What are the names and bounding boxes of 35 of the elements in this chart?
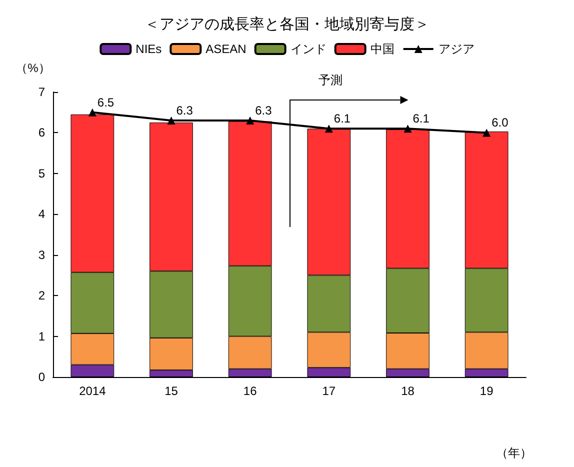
- data-label: 6.1: [412, 112, 430, 126]
- y-tick-label: 5: [38, 166, 46, 180]
- legend-label: インド: [290, 42, 326, 56]
- legend-label: ASEAN: [206, 42, 246, 56]
- y-tick-label: 2: [38, 288, 46, 303]
- legend-label: アジア: [438, 42, 474, 56]
- point: [246, 116, 254, 124]
- x-tick-label: 16: [243, 384, 258, 398]
- x-axis-title: （年）: [496, 446, 532, 460]
- point: [167, 116, 176, 124]
- data-label: 6.0: [492, 116, 509, 130]
- legend-label: NIEs: [136, 42, 162, 56]
- data-label: 6.3: [176, 104, 194, 118]
- x-tick-label: 15: [164, 384, 178, 398]
- data-label: 6.5: [97, 95, 114, 110]
- point: [88, 108, 96, 116]
- x-tick-label: 19: [480, 384, 494, 398]
- point: [482, 128, 491, 137]
- y-tick-label: 7: [38, 85, 46, 99]
- x-tick-label: 2014: [79, 384, 106, 398]
- text: 予測: [318, 73, 343, 87]
- y-tick-label: 4: [38, 207, 46, 222]
- data-label: 6.3: [255, 104, 272, 118]
- y-tick-label: 3: [38, 248, 46, 262]
- data-label: 6.1: [334, 112, 351, 126]
- y-tick-label: 0: [38, 370, 46, 384]
- y-tick-label: 1: [38, 329, 46, 344]
- point: [404, 124, 412, 133]
- y-tick-label: 6: [38, 126, 46, 140]
- x-tick-label: 18: [401, 384, 415, 398]
- point: [324, 124, 333, 133]
- y-axis-title: （%）: [16, 61, 50, 75]
- legend-label: 中国: [370, 42, 394, 56]
- chart-title: ＜アジアの成長率と各国・地域別寄与度＞: [144, 16, 430, 33]
- x-tick-label: 17: [322, 384, 336, 398]
